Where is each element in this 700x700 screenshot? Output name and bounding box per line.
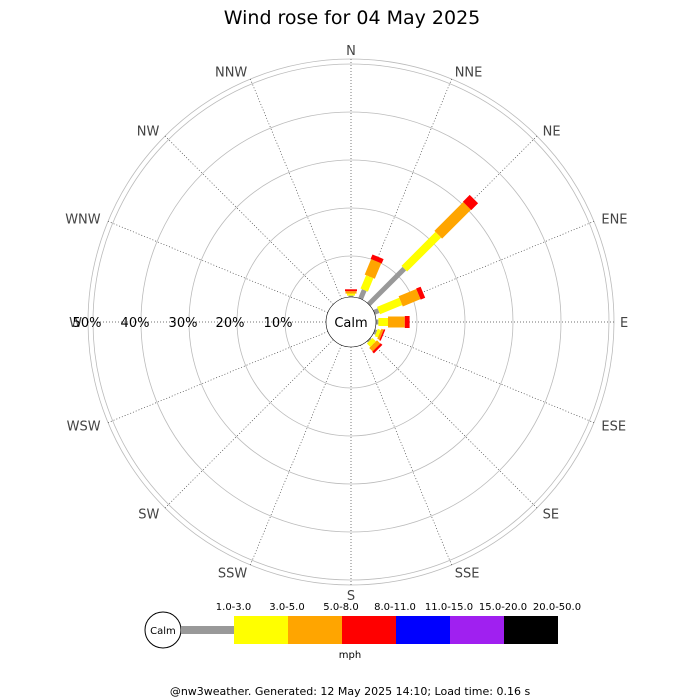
petal-se-bin-1 xyxy=(366,337,376,347)
wind-petals xyxy=(345,194,479,354)
grid-ring xyxy=(236,207,466,437)
spoke-sw xyxy=(164,339,334,509)
direction-label-ese: ESE xyxy=(601,420,626,435)
legend-swatch-3 xyxy=(342,616,396,644)
petal-ene-bin-2 xyxy=(398,289,421,307)
grid-ring xyxy=(284,255,418,389)
petal-nne-bin-1 xyxy=(360,275,374,292)
legend-label-6: 20.0-50.0 xyxy=(533,602,581,613)
direction-label-nw: NW xyxy=(137,124,160,139)
legend-calm-label: Calm xyxy=(150,626,176,637)
petal-n-bin-2 xyxy=(345,291,357,294)
petal-se-bin-3 xyxy=(372,343,383,354)
petal-ese-bin-0 xyxy=(373,329,378,335)
petal-n-bin-1 xyxy=(347,293,355,296)
petal-e-bin-0 xyxy=(376,319,379,325)
direction-label-ssw: SSW xyxy=(218,566,248,581)
petal-ne-bin-3 xyxy=(462,194,479,211)
spoke-ssw xyxy=(250,344,342,566)
petal-ese-bin-1 xyxy=(374,328,381,338)
direction-label-w: W xyxy=(69,316,82,331)
petal-se-bin-0 xyxy=(366,337,372,343)
grid-ring xyxy=(188,159,514,485)
spoke-ese xyxy=(373,331,595,423)
direction-label-s: S xyxy=(347,589,355,604)
chart-title: Wind rose for 04 May 2025 xyxy=(224,7,481,29)
spoke-nw xyxy=(164,135,334,305)
spoke-nnw xyxy=(250,78,342,300)
direction-label-wnw: WNW xyxy=(65,212,101,227)
legend-swatch-1 xyxy=(234,616,288,644)
direction-label-sw: SW xyxy=(138,508,159,523)
petal-ese-bin-3 xyxy=(379,329,386,341)
petal-ese-bin-2 xyxy=(377,328,384,340)
direction-label-se: SE xyxy=(543,508,559,523)
petal-ne-bin-2 xyxy=(434,202,471,239)
spoke-se xyxy=(368,339,538,509)
ring-label: 10% xyxy=(264,316,293,331)
petal-ene-bin-0 xyxy=(373,308,380,315)
direction-label-ene: ENE xyxy=(601,212,627,227)
spoke-sse xyxy=(360,344,452,566)
speed-legend: Calm 1.0-3.0 3.0-5.0 5.0-8.0 8.0-11.0 11.0-1… xyxy=(144,602,581,661)
petal-ne-bin-1 xyxy=(401,231,442,272)
direction-label-e: E xyxy=(620,316,628,331)
grid-ring xyxy=(140,111,562,533)
calm-center: Calm xyxy=(325,296,377,348)
petal-e-bin-3 xyxy=(404,316,410,328)
direction-label-wsw: WSW xyxy=(67,420,101,435)
petal-ne-bin-0 xyxy=(366,266,407,307)
petal-n-bin-3 xyxy=(345,289,357,292)
legend-units: mph xyxy=(339,650,361,661)
ring-labels: 50% 40% 30% 20% 10% xyxy=(73,316,293,331)
petal-e-bin-1 xyxy=(378,318,388,326)
direction-label-ne: NE xyxy=(543,124,561,139)
legend-swatch-2 xyxy=(288,616,342,644)
petal-se-bin-2 xyxy=(369,340,381,352)
direction-label-sse: SSE xyxy=(455,566,480,581)
ring-label: 40% xyxy=(121,316,150,331)
legend-label-5: 15.0-20.0 xyxy=(479,602,527,613)
petal-nne-bin-2 xyxy=(364,259,382,279)
calm-label: Calm xyxy=(334,316,367,331)
legend-label-1: 3.0-5.0 xyxy=(269,602,304,613)
ring-label: 30% xyxy=(169,316,198,331)
legend-label-4: 11.0-15.0 xyxy=(425,602,473,613)
legend-label-3: 8.0-11.0 xyxy=(374,602,416,613)
ring-label: 20% xyxy=(216,316,245,331)
petal-ene-bin-3 xyxy=(416,286,426,300)
legend-swatch-5 xyxy=(450,616,504,644)
direction-labels: N NNE NE ENE E ESE SE SSE S SSW SW WSW W WNW NW NNW xyxy=(65,44,628,604)
legend-label-0: 1.0-3.0 xyxy=(216,602,251,613)
legend-swatch-0 xyxy=(181,626,234,634)
legend-swatch-6 xyxy=(504,616,558,644)
direction-label-nnw: NNW xyxy=(215,66,247,81)
direction-label-nne: NNE xyxy=(455,66,483,81)
spoke-wnw xyxy=(107,221,329,313)
spoke-wsw xyxy=(107,331,329,423)
petal-nne-bin-0 xyxy=(358,289,367,300)
grid-ring xyxy=(92,63,610,581)
footer-text: @nw3weather. Generated: 12 May 2025 14:1… xyxy=(170,685,531,698)
calm-circle xyxy=(325,296,377,348)
petal-ene-bin-1 xyxy=(377,297,403,315)
petal-e-bin-2 xyxy=(388,316,405,328)
legend-label-2: 5.0-8.0 xyxy=(323,602,358,613)
direction-label-n: N xyxy=(346,44,356,59)
ring-label: 50% xyxy=(73,316,102,331)
petal-n-bin-0 xyxy=(348,295,354,297)
legend-swatch-4 xyxy=(396,616,450,644)
petal-nne-bin-3 xyxy=(370,254,384,264)
